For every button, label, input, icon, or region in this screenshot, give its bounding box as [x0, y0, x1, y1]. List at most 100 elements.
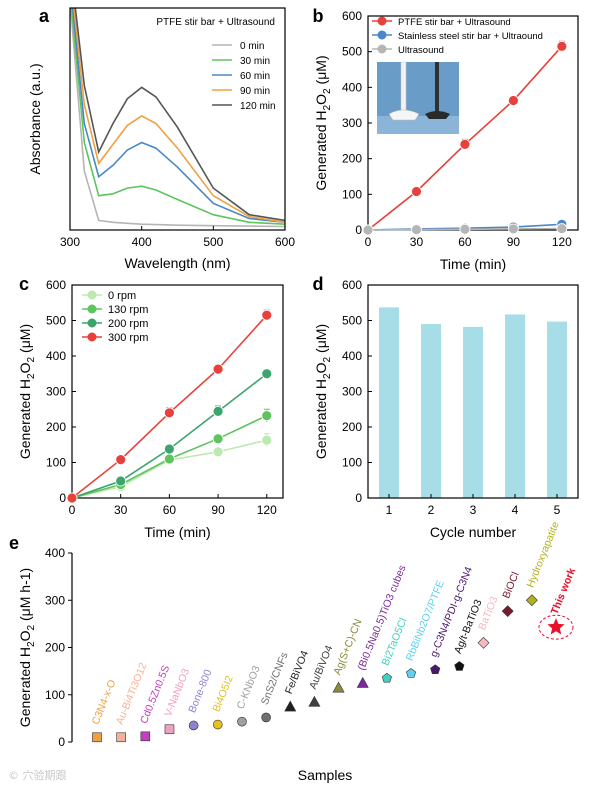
- sample-marker: [381, 672, 392, 683]
- highlight-ring: [538, 614, 574, 640]
- x-tick-label: 60: [458, 235, 472, 249]
- data-point: [212, 405, 224, 417]
- axes-frame: [71, 284, 284, 499]
- sample-label: This work: [549, 566, 579, 616]
- y-tick-label: 0: [58, 735, 65, 749]
- y-tick-label: 200: [342, 152, 362, 166]
- plot-lines: [70, 8, 285, 228]
- y-tick-label: 600: [342, 9, 362, 23]
- x-axis-label: Samples: [298, 767, 352, 783]
- bar: [547, 321, 567, 498]
- panel-a: a 300 400 500 600 Wavelength (nm) Absorbance (…: [27, 6, 295, 271]
- data-point: [212, 363, 224, 375]
- text-span: 2: [26, 356, 37, 362]
- data-point: [507, 95, 519, 106]
- legend-label: 0 rpm: [108, 290, 136, 302]
- panel-c: c 0 30 60 90 120 0 100 200 300 400 500 600 Time (min)…: [17, 274, 284, 540]
- sample-label: SnS2/CNFs: [259, 651, 291, 707]
- spectrum-line: [71, 8, 285, 224]
- legend-label: 30 min: [240, 56, 270, 67]
- y-tick-label: 100: [46, 456, 66, 470]
- x-tick-label: 4: [512, 503, 519, 517]
- legend-label: 120 min: [240, 101, 276, 112]
- series-line: [71, 314, 268, 499]
- y-tick-label: 100: [342, 456, 362, 470]
- y-tick-label: 300: [46, 385, 66, 399]
- text-span: (μM): [313, 324, 329, 357]
- sample-label: Hydroxyapatite: [524, 520, 561, 590]
- x-tick-label: 300: [60, 235, 80, 249]
- text-span: H: [313, 379, 329, 389]
- data-point: [66, 492, 78, 504]
- legend-marker: [87, 290, 97, 300]
- sample-marker: [284, 700, 297, 712]
- sample-marker: [164, 724, 175, 735]
- sample-marker: [332, 681, 345, 693]
- panel-label-a: a: [39, 6, 50, 26]
- text-span: (μM h-1): [17, 568, 33, 625]
- y-axis-label: Absorbance (a.u.): [27, 63, 43, 174]
- x-tick-label: 600: [275, 235, 295, 249]
- sample-marker: [430, 664, 441, 675]
- legend-label: Stainless steel stir bar + Ultraound: [398, 31, 543, 42]
- sample-marker: [356, 676, 369, 688]
- y-tick-label: 300: [342, 116, 362, 130]
- x-tick-label: 0: [365, 235, 372, 249]
- sample-label: BiOCl: [500, 570, 521, 600]
- spectrum-line: [73, 8, 285, 224]
- sample-label: C-KNbO3: [235, 664, 263, 711]
- x-tick-label: 2: [428, 503, 435, 517]
- data-point: [261, 309, 273, 321]
- data-point: [163, 407, 175, 419]
- y-tick-label: 100: [342, 187, 362, 201]
- text-span: 2: [322, 373, 333, 379]
- panel-b: b 0 30 60 90 120 0 100 200 300 400 500 600 Time (min)…: [313, 6, 579, 272]
- legend-label: 130 rpm: [108, 304, 148, 316]
- text-span: 2: [26, 373, 37, 379]
- y-tick-label: 600: [342, 278, 362, 292]
- y-tick-label: 400: [45, 546, 65, 560]
- data-point: [163, 453, 175, 465]
- y-tick-label: 600: [46, 278, 66, 292]
- panel-title: PTFE stir bar + Ultrasound: [156, 17, 275, 28]
- data-point: [411, 186, 422, 197]
- x-tick-label: 5: [554, 503, 561, 517]
- spectrum-line: [70, 8, 285, 225]
- y-tick-label: 400: [342, 349, 362, 363]
- panel-label-c: c: [19, 274, 29, 294]
- sample-marker: [212, 719, 223, 730]
- x-tick-label: 90: [507, 235, 521, 249]
- data-point: [163, 443, 175, 455]
- y-tick-label: 200: [342, 420, 362, 434]
- legend-marker: [87, 332, 97, 342]
- panel-label-b: b: [313, 6, 324, 26]
- legend-marker: [377, 44, 387, 54]
- y-tick-label: 500: [342, 314, 362, 328]
- sample-marker: [454, 661, 465, 671]
- data-point: [115, 454, 127, 466]
- legend-label: 200 rpm: [108, 318, 148, 330]
- data-point: [261, 434, 273, 446]
- sample-marker: [261, 712, 271, 723]
- data-point: [115, 475, 127, 487]
- data-point: [411, 224, 422, 236]
- data-point: [459, 223, 471, 235]
- x-axis-label: Time (min): [144, 524, 210, 540]
- y-tick-label: 500: [46, 314, 66, 328]
- x-tick-label: 500: [203, 235, 223, 249]
- sample-marker: [405, 668, 417, 678]
- sample-label: Au/BiVO4: [307, 644, 335, 691]
- watermark-text: © 穴验期跟: [8, 769, 67, 782]
- bar: [421, 324, 441, 498]
- panel-label-e: e: [9, 533, 19, 553]
- axes-frame: [69, 7, 286, 231]
- legend-marker: [87, 304, 97, 314]
- text-span: 2: [322, 104, 333, 110]
- legend-label: 300 rpm: [108, 332, 148, 344]
- sample-marker: [525, 594, 538, 607]
- sample-marker: [477, 636, 490, 649]
- panel-label-d: d: [313, 274, 324, 294]
- y-tick-label: 0: [59, 491, 66, 505]
- x-tick-label: 30: [410, 235, 424, 249]
